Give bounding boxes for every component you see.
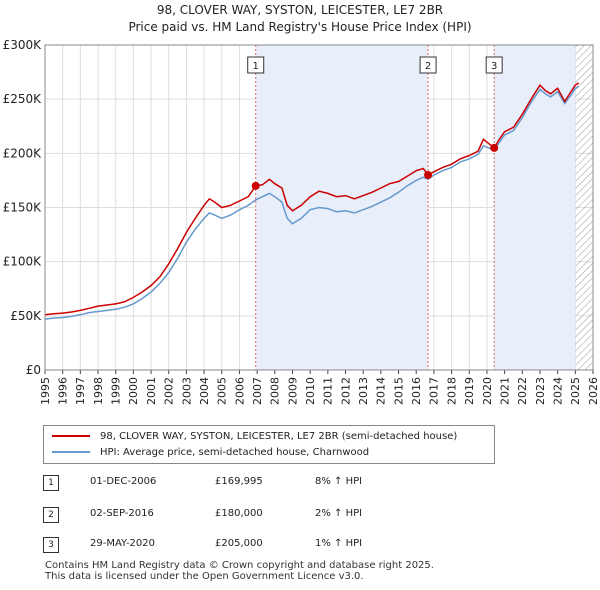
x-tick-label: 2005	[216, 377, 229, 405]
footer-license: This data is licensed under the Open Gov…	[45, 571, 364, 582]
forecast-hatch	[575, 45, 593, 370]
shaded-period	[255, 45, 429, 370]
table-row: 2 02-SEP-2016 £180,000 2% ↑ HPI	[43, 507, 563, 523]
legend-label-property: 98, CLOVER WAY, SYSTON, LEICESTER, LE7 2…	[100, 431, 458, 442]
sale-point	[424, 171, 433, 179]
y-tick-label: £100K	[3, 255, 43, 269]
x-tick-label: 1997	[74, 377, 87, 405]
chart-title-address: 98, CLOVER WAY, SYSTON, LEICESTER, LE7 2…	[156, 3, 444, 17]
x-tick-label: 2024	[551, 377, 564, 405]
x-tick-label: 2017	[428, 377, 441, 405]
legend-swatch-hpi	[52, 451, 90, 453]
legend-item-property: 98, CLOVER WAY, SYSTON, LEICESTER, LE7 2…	[52, 430, 457, 444]
x-tick-label: 2001	[145, 377, 158, 405]
x-tick-label: 2004	[198, 377, 211, 405]
x-tick-label: 1999	[110, 377, 123, 405]
legend-item-hpi: HPI: Average price, semi-detached house,…	[52, 446, 369, 460]
sale-number-box	[419, 56, 437, 74]
x-tick-label: 2009	[286, 377, 299, 405]
legend-label-hpi: HPI: Average price, semi-detached house,…	[100, 447, 370, 458]
x-tick-label: 2007	[251, 377, 264, 405]
table-row: 1 01-DEC-2006 £169,995 8% ↑ HPI	[43, 475, 563, 491]
x-tick-label: 2016	[410, 377, 423, 405]
x-tick-label: 2010	[304, 377, 317, 405]
transaction-hpi-diff: 8% ↑ HPI	[315, 476, 363, 487]
x-tick-label: 2006	[233, 377, 246, 405]
x-tick-label: 2021	[498, 377, 511, 405]
transaction-hpi-diff: 2% ↑ HPI	[315, 508, 363, 519]
x-tick-label: 2026	[587, 377, 600, 405]
x-tick-label: 2020	[481, 377, 494, 405]
chart-title-subtitle: Price paid vs. HM Land Registry's House …	[128, 20, 472, 34]
x-tick-label: 2008	[269, 377, 282, 405]
x-tick-label: 2002	[163, 377, 176, 405]
transaction-date: 29-MAY-2020	[90, 538, 156, 549]
sale-point	[251, 181, 260, 190]
transaction-price: £205,000	[215, 538, 263, 549]
sale-number-label: 1	[253, 61, 259, 72]
transaction-number-badge: 1	[43, 475, 59, 491]
x-tick-label: 2018	[445, 377, 458, 405]
x-tick-label: 2015	[392, 377, 405, 405]
y-tick-label: £150K	[3, 201, 43, 215]
sale-number-label: 2	[425, 61, 431, 72]
x-tick-label: 2025	[569, 377, 582, 405]
sale-number-box	[247, 56, 265, 74]
transaction-price: £180,000	[215, 508, 263, 519]
x-tick-label: 2000	[127, 377, 140, 405]
x-tick-label: 2019	[463, 377, 476, 405]
footer-copyright: Contains HM Land Registry data © Crown c…	[45, 560, 434, 571]
y-tick-label: £200K	[3, 146, 43, 160]
transaction-number-badge: 2	[43, 507, 59, 523]
x-tick-label: 2022	[516, 377, 529, 405]
y-tick-label: £250K	[3, 92, 43, 106]
x-tick-label: 2011	[322, 377, 335, 405]
transaction-number-badge: 3	[43, 537, 59, 553]
legend-swatch-property	[52, 435, 90, 437]
x-tick-label: 2003	[180, 377, 193, 405]
series-line-property	[44, 82, 580, 316]
x-tick-label: 2023	[534, 377, 547, 405]
y-tick-label: £300K	[3, 38, 43, 52]
x-tick-label: 2013	[357, 377, 370, 405]
x-tick-label: 2012	[339, 377, 352, 405]
sale-number-label: 3	[491, 61, 497, 72]
transaction-date: 02-SEP-2016	[90, 508, 154, 519]
x-tick-label: 1995	[39, 377, 52, 405]
y-tick-label: £0	[26, 363, 41, 377]
transaction-hpi-diff: 1% ↑ HPI	[315, 538, 363, 549]
plot-frame	[44, 44, 594, 371]
x-tick-label: 2014	[375, 377, 388, 405]
chart-legend: 98, CLOVER WAY, SYSTON, LEICESTER, LE7 2…	[43, 425, 495, 464]
series-line-hpi	[44, 85, 580, 320]
transaction-price: £169,995	[215, 476, 263, 487]
sale-number-box	[485, 56, 503, 74]
y-tick-label: £50K	[10, 309, 42, 323]
x-tick-label: 1996	[57, 377, 70, 405]
x-tick-label: 1998	[92, 377, 105, 405]
transaction-date: 01-DEC-2006	[90, 476, 157, 487]
price-chart: 1 2 3 £0 £50K £100K £150K £200K £250K £300K 1995…	[3, 38, 600, 405]
sale-point	[490, 143, 499, 152]
table-row: 3 29-MAY-2020 £205,000 1% ↑ HPI	[43, 537, 563, 553]
